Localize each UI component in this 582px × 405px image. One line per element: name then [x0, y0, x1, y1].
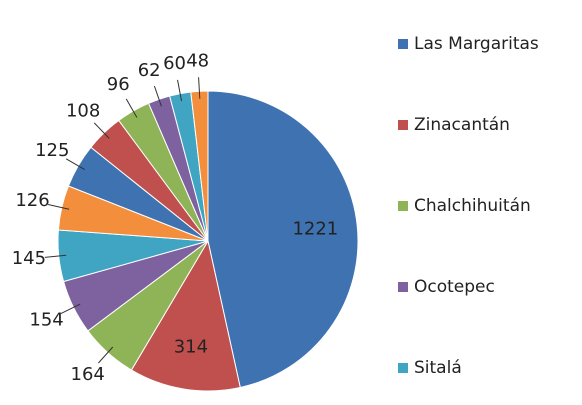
legend-label: Las Margaritas: [414, 34, 539, 54]
data-label: 48: [186, 50, 209, 71]
leader-line: [60, 303, 81, 314]
leader-line: [153, 85, 162, 107]
data-label: 108: [66, 100, 100, 121]
legend-swatch: [398, 39, 408, 49]
leader-line: [98, 346, 114, 364]
legend-label: Chalchihuitán: [414, 196, 531, 216]
legend-label: Sitalá: [414, 358, 462, 378]
legend-swatch: [398, 120, 408, 130]
leader-line: [125, 98, 138, 118]
legend-swatch: [398, 201, 408, 211]
data-label: 154: [29, 310, 63, 331]
leader-line: [65, 158, 85, 170]
data-label: 314: [174, 337, 208, 358]
data-label: 62: [138, 60, 161, 81]
legend-label: Ocotepec: [414, 277, 495, 297]
leader-line: [44, 254, 67, 258]
legend-swatch: [398, 282, 408, 292]
data-label: 60: [163, 53, 186, 74]
data-label: 1221: [292, 218, 338, 239]
leader-line: [48, 203, 70, 210]
leader-line: [93, 122, 110, 139]
pie-slice: [207, 90, 359, 389]
data-label: 126: [15, 190, 49, 211]
pie-slice: [130, 239, 241, 392]
leader-line: [198, 77, 201, 99]
data-label: 125: [35, 140, 69, 161]
data-label: 145: [12, 248, 46, 269]
leader-line: [177, 79, 183, 102]
data-label: 164: [71, 364, 105, 385]
legend-label: Zinacantán: [414, 115, 510, 135]
legend-swatch: [398, 363, 408, 373]
data-label: 96: [107, 74, 130, 95]
